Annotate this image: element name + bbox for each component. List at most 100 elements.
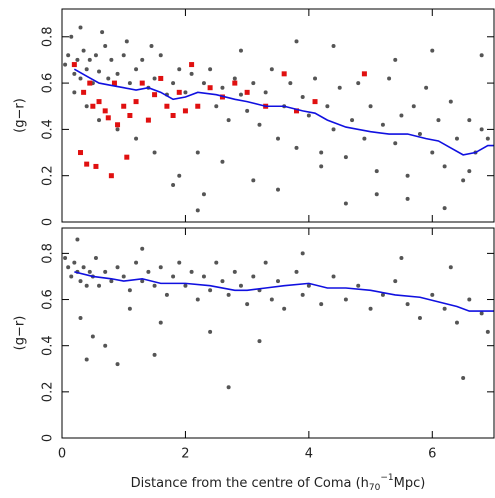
point — [127, 81, 132, 86]
point — [87, 57, 92, 62]
point — [63, 256, 68, 260]
point — [294, 269, 299, 274]
point — [103, 343, 108, 348]
point — [238, 283, 243, 288]
trend-line — [74, 271, 494, 312]
point — [152, 352, 157, 357]
y-tick-label: 0.4 — [41, 119, 56, 140]
point — [448, 99, 453, 104]
point — [300, 292, 305, 297]
point — [343, 201, 348, 206]
point — [226, 385, 231, 390]
y-tick-label: 0 — [41, 434, 56, 442]
point — [319, 302, 324, 307]
point — [208, 67, 213, 72]
point — [108, 173, 114, 179]
point — [140, 246, 145, 251]
point — [93, 163, 99, 169]
point — [232, 269, 237, 274]
point — [356, 283, 361, 288]
point — [152, 76, 157, 81]
point — [220, 159, 225, 164]
point — [387, 76, 392, 81]
point — [232, 80, 238, 86]
point — [100, 30, 105, 35]
point — [121, 103, 127, 109]
point — [374, 169, 379, 174]
point — [84, 161, 90, 167]
point — [300, 94, 305, 99]
plot-frame — [61, 8, 495, 223]
point — [78, 76, 83, 81]
point — [405, 302, 410, 307]
point — [149, 44, 154, 49]
x-tick-label: 4 — [305, 447, 313, 462]
point — [343, 155, 348, 160]
point — [195, 297, 200, 302]
point — [106, 76, 111, 81]
y-axis-label: (g−r) — [13, 98, 28, 133]
point — [90, 103, 96, 109]
point — [93, 53, 98, 58]
y-tick-label: 0 — [41, 218, 56, 226]
point — [84, 283, 89, 288]
point — [140, 279, 145, 284]
point — [97, 283, 102, 288]
point — [78, 316, 83, 320]
point — [430, 292, 435, 297]
point — [66, 53, 71, 58]
point — [300, 251, 305, 256]
point — [361, 71, 367, 77]
point — [251, 81, 256, 86]
point — [111, 80, 117, 86]
point — [380, 122, 385, 127]
point — [115, 71, 120, 76]
point — [276, 187, 280, 192]
point — [263, 90, 268, 95]
point — [417, 132, 422, 137]
point — [276, 279, 280, 284]
point — [124, 154, 130, 160]
point — [71, 62, 77, 68]
point — [171, 81, 176, 86]
point — [177, 173, 182, 178]
point — [479, 127, 484, 132]
point — [251, 274, 256, 279]
x-tick-label: 0 — [58, 447, 66, 462]
point — [319, 164, 324, 169]
x-axis-label-part: 70 — [369, 483, 381, 493]
point — [158, 53, 163, 58]
point — [105, 115, 111, 121]
point — [69, 34, 74, 39]
point — [158, 320, 163, 325]
point — [66, 265, 71, 270]
point — [177, 260, 182, 265]
point — [319, 150, 324, 155]
point — [201, 192, 206, 197]
point — [467, 297, 472, 302]
point — [220, 279, 225, 284]
point — [430, 150, 435, 155]
point — [171, 274, 176, 279]
point — [467, 118, 472, 123]
point — [424, 85, 429, 90]
point — [207, 85, 213, 91]
point — [139, 80, 145, 86]
point — [115, 127, 120, 132]
x-axis-label: Distance from the centre of Coma (h70−1M… — [131, 473, 426, 493]
point — [244, 89, 250, 95]
point — [461, 178, 466, 183]
point — [127, 306, 132, 311]
point — [90, 334, 95, 339]
point — [312, 99, 318, 105]
point — [257, 122, 262, 127]
point — [195, 208, 200, 213]
point — [121, 53, 126, 58]
point — [269, 297, 274, 302]
point — [134, 67, 139, 72]
y-tick-label: 0.8 — [41, 243, 56, 264]
point — [78, 25, 83, 30]
point — [109, 279, 114, 284]
y-tick-label: 0.6 — [41, 289, 56, 310]
point — [393, 57, 398, 62]
